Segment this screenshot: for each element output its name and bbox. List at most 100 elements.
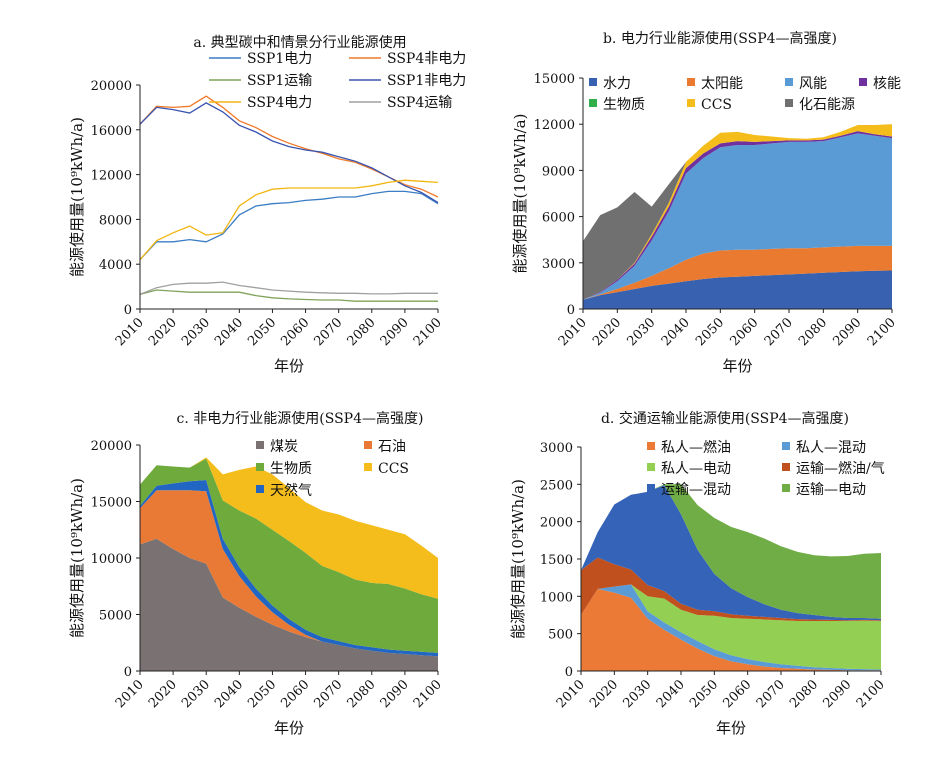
legend-label: 风能 [799,76,827,92]
area-series-6 [581,484,881,619]
legend-label: SSP4运输 [387,95,452,111]
legend-swatch [782,442,790,450]
x-tick-label: 2040 [659,315,693,349]
x-tick-label: 2060 [727,315,761,349]
y-tick-label: 4000 [99,258,132,273]
y-tick-label: 2500 [540,478,573,493]
y-tick-label: 0 [565,665,573,680]
y-tick-label: 20000 [91,79,132,94]
legend-label: 生物质 [270,461,312,477]
legend-label: 运输—燃油/气 [796,460,885,477]
y-tick-label: 500 [548,628,573,643]
x-tick-label: 2070 [762,315,796,349]
y-tick-label: 3000 [540,441,573,456]
x-tick-label: 2090 [820,677,854,711]
x-tick-label: 2070 [754,677,788,711]
y-tick-label: 5000 [99,609,132,624]
line-series-6 [139,281,438,296]
x-tick-label: 2040 [212,315,246,349]
x-tick-label: 2070 [311,315,345,349]
area-series-1 [583,270,892,309]
x-axis-label: 年份 [722,357,752,375]
x-tick-label: 2030 [179,677,213,711]
legend-swatch [364,463,372,471]
x-tick-label: 2040 [212,677,246,711]
chart-title: c. 非电力行业能源使用(SSP4—高强度) [177,410,424,427]
legend-swatch [687,78,695,86]
legend-swatch [589,78,597,86]
legend-swatch [647,442,655,450]
legend-swatch [647,463,655,471]
x-tick-label: 2030 [624,315,658,349]
chart-title: a. 典型碳中和情景分行业能源使用 [193,34,406,51]
legend-swatch [256,485,264,493]
x-tick-label: 2100 [411,315,445,349]
legend-label: 运输—电动 [796,482,866,498]
chart-panel-4: 0 500 1000 1500 2000 2500 3000 2010 2020 2030 2040… [509,410,888,737]
y-tick-label: 0 [124,303,132,318]
legend-label: 私人—电动 [661,461,731,477]
legend-label: 核能 [873,76,901,92]
line-series-3 [139,289,438,302]
legend-label: 太阳能 [701,76,743,92]
area-series-4 [140,458,438,653]
legend-label: 私人—燃油 [661,439,731,456]
x-axis-label: 年份 [274,357,304,375]
area-series-3 [583,133,892,300]
y-tick-label: 0 [124,665,132,680]
area-series-3 [581,584,881,670]
legend-label: 运输—混动 [661,482,731,498]
x-tick-label: 2090 [378,677,412,711]
x-tick-label: 2010 [113,677,147,711]
legend-swatch [364,441,372,449]
y-tick-label: 2000 [540,516,573,531]
y-tick-label: 0 [567,303,575,318]
x-tick-label: 2010 [554,677,588,711]
y-tick-label: 1000 [540,590,573,605]
x-axis-label: 年份 [274,719,304,737]
x-tick-label: 2100 [411,677,445,711]
legend-label: 水力 [603,76,631,92]
x-tick-label: 2080 [796,315,830,349]
legend-swatch [782,463,790,471]
x-tick-label: 2030 [179,315,213,349]
legend-label: SSP4非电力 [387,51,466,67]
y-tick-label: 10000 [91,552,132,567]
area-series-5 [581,485,881,621]
chart-panel-3: 0 5000 10000 15000 20000 2010 2020 2030 2040 2050… [68,410,445,737]
x-tick-label: 2050 [245,677,279,711]
area-series-2 [140,490,438,657]
y-axis-label: 能源使用量(10⁹kWh/a) [511,114,529,274]
area-series-1 [140,538,438,671]
x-tick-label: 2020 [146,677,180,711]
legend-swatch [589,99,597,107]
legend-label: CCS [378,461,409,477]
legend-swatch [256,441,264,449]
legend-label: SSP1运输 [247,73,312,89]
x-tick-label: 2060 [278,315,312,349]
legend-label: 生物质 [603,97,645,113]
chart-title: b. 电力行业能源使用(SSP4—高强度) [603,30,837,47]
legend-swatch [785,99,793,107]
legend-swatch [782,484,790,492]
legend-label: 化石能源 [799,97,855,113]
y-tick-label: 9000 [542,164,575,179]
y-tick-label: 12000 [91,169,132,184]
y-tick-label: 15000 [91,496,132,511]
area-series-3 [140,480,438,657]
y-tick-label: 15000 [534,72,575,87]
y-tick-label: 3000 [542,257,575,272]
y-tick-label: 1500 [540,553,573,568]
x-tick-label: 2090 [830,315,864,349]
y-axis-label: 能源使用量(10⁹kWh/a) [68,117,86,277]
y-axis-label: 能源使用量(10⁹kWh/a) [68,478,86,638]
legend-swatch [859,78,867,86]
chart-panel-1: 0 4000 8000 12000 16000 20000 2010 2020 2030 2040… [68,34,466,375]
legend: SSP1电力 SSP4非电力 SSP1运输 SSP1非电力 SSP4电力 SSP4运输 [209,51,466,111]
y-tick-label: 20000 [91,439,132,454]
x-tick-label: 2050 [245,315,279,349]
x-tick-label: 2020 [146,315,180,349]
